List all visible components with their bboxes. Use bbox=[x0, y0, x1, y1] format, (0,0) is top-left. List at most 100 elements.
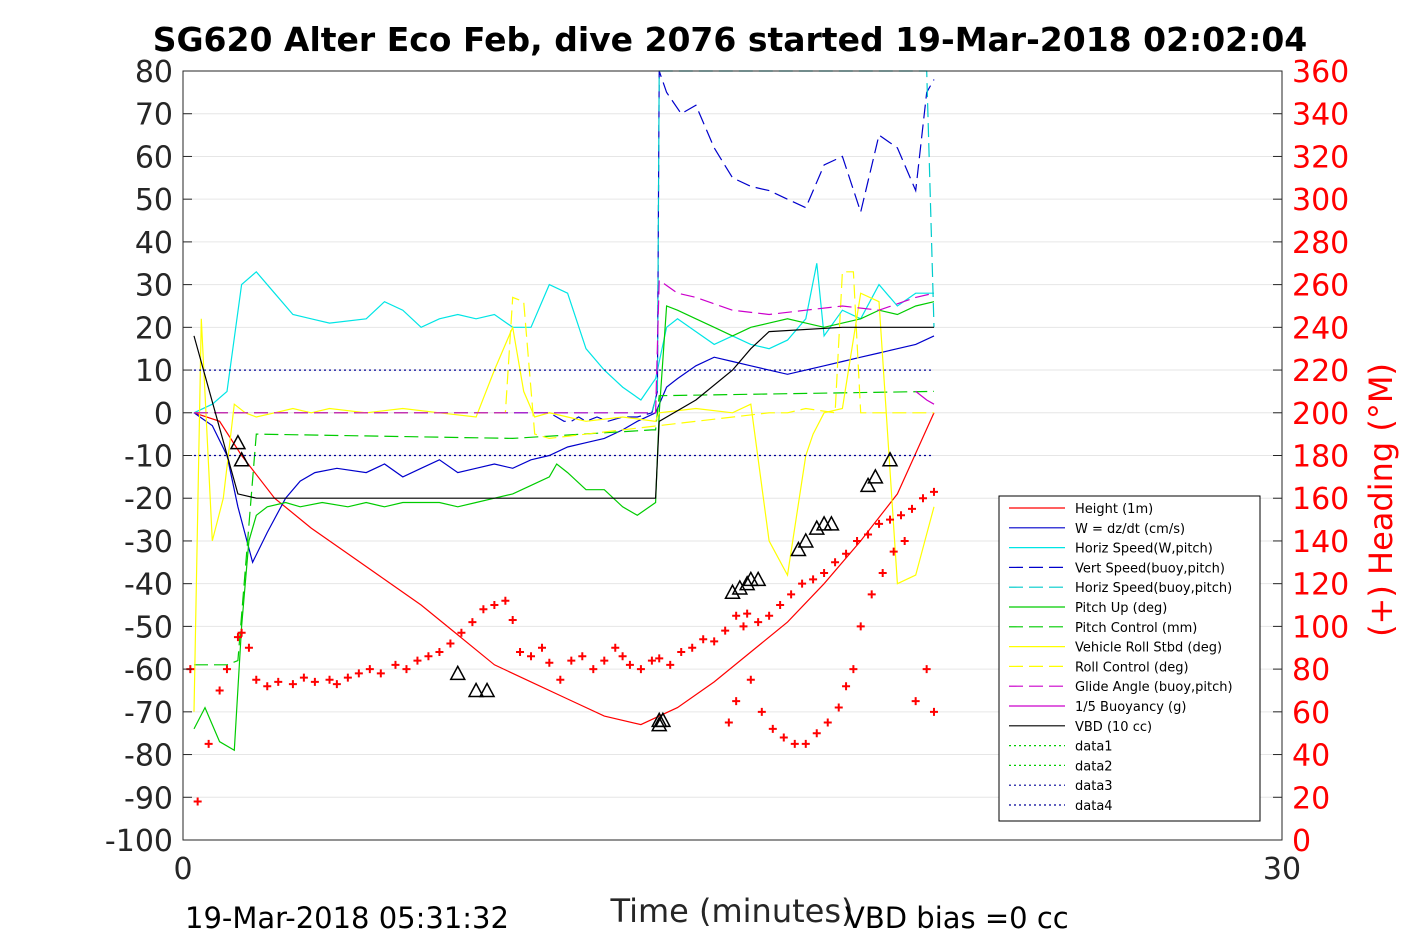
left-tick-label: -30 bbox=[124, 525, 173, 560]
series-line bbox=[194, 390, 935, 666]
heading-point bbox=[864, 530, 873, 539]
heading-point bbox=[922, 665, 931, 674]
left-tick-label: 70 bbox=[135, 98, 173, 133]
heading-point bbox=[490, 601, 499, 610]
heading-point bbox=[413, 656, 422, 665]
heading-point bbox=[365, 665, 374, 674]
left-tick-label: -100 bbox=[105, 824, 173, 859]
heading-point bbox=[600, 656, 609, 665]
event-triangle bbox=[738, 575, 756, 591]
event-triangle bbox=[749, 570, 767, 587]
event-triangle bbox=[467, 681, 485, 698]
left-tick-label: -10 bbox=[124, 440, 173, 475]
heading-point bbox=[721, 626, 730, 635]
heading-point bbox=[875, 519, 884, 528]
heading-point bbox=[798, 579, 807, 588]
triangle-markers bbox=[229, 434, 899, 732]
heading-point bbox=[618, 652, 627, 661]
legend-label: Vert Speed(buoy,pitch) bbox=[1075, 561, 1225, 576]
heading-point bbox=[354, 669, 363, 678]
heading-point bbox=[878, 568, 887, 577]
series-line bbox=[194, 271, 934, 440]
event-triangle bbox=[859, 476, 877, 493]
right-tick-label: 80 bbox=[1292, 653, 1330, 688]
right-tick-label: 240 bbox=[1292, 311, 1349, 346]
heading-point bbox=[501, 596, 510, 605]
heading-point bbox=[391, 660, 400, 669]
event-triangle bbox=[867, 468, 884, 484]
event-triangle bbox=[881, 451, 899, 467]
left-tick-label: 30 bbox=[135, 269, 173, 304]
heading-point bbox=[222, 665, 231, 674]
heading-point bbox=[779, 733, 788, 742]
event-triangle bbox=[478, 681, 496, 698]
legend-label: W = dz/dt (cm/s) bbox=[1075, 522, 1185, 537]
heading-point bbox=[849, 665, 858, 674]
heading-point bbox=[812, 729, 821, 738]
series-line bbox=[915, 390, 935, 405]
legend-label: Glide Angle (buoy,pitch) bbox=[1075, 680, 1233, 695]
heading-point bbox=[724, 718, 733, 727]
heading-point bbox=[567, 656, 576, 665]
event-triangle bbox=[815, 515, 833, 531]
heading-point bbox=[457, 628, 466, 637]
chart-title: SG620 Alter Eco Feb, dive 2076 started 1… bbox=[153, 20, 1308, 59]
heading-point bbox=[732, 697, 741, 706]
heading-point bbox=[402, 665, 411, 674]
heading-point bbox=[332, 680, 341, 689]
heading-point bbox=[611, 643, 620, 652]
legend-label: Pitch Control (mm) bbox=[1075, 621, 1197, 636]
legend-items: Height (1m) W = dz/dt (cm/s) Horiz Speed(W… bbox=[1009, 502, 1233, 814]
heading-point bbox=[215, 686, 224, 695]
heading-point bbox=[908, 504, 917, 513]
legend-label: data4 bbox=[1075, 799, 1113, 814]
event-triangle bbox=[654, 711, 672, 728]
left-tick-label: 20 bbox=[135, 311, 173, 346]
right-tick-label: 300 bbox=[1292, 183, 1349, 218]
heading-point bbox=[263, 682, 272, 691]
right-tick-label: 40 bbox=[1292, 739, 1330, 774]
series-lines bbox=[193, 70, 935, 752]
x-axis-ticks: 0 30 bbox=[173, 831, 1301, 887]
right-tick-label: 100 bbox=[1292, 610, 1349, 645]
event-triangle bbox=[808, 519, 826, 535]
legend-label: Vehicle Roll Stbd (deg) bbox=[1075, 641, 1222, 656]
series-line bbox=[193, 292, 935, 712]
heading-point bbox=[768, 724, 777, 733]
heading-point bbox=[508, 615, 517, 624]
right-tick-label: 180 bbox=[1292, 440, 1349, 475]
heading-point bbox=[757, 707, 766, 716]
left-tick-label: 60 bbox=[135, 140, 173, 175]
legend-label: data2 bbox=[1075, 759, 1113, 774]
series-line bbox=[193, 263, 934, 414]
heading-point bbox=[556, 675, 565, 684]
heading-point bbox=[801, 739, 810, 748]
event-triangle bbox=[823, 515, 840, 531]
heading-point bbox=[739, 622, 748, 631]
right-tick-label: 120 bbox=[1292, 568, 1349, 603]
heading-point bbox=[204, 739, 213, 748]
heading-point bbox=[776, 601, 785, 610]
heading-point bbox=[636, 665, 645, 674]
event-triangle bbox=[229, 434, 247, 450]
left-tick-label: 10 bbox=[135, 354, 173, 389]
heading-point bbox=[746, 675, 755, 684]
right-axis-label: (+) Heading (°M) bbox=[1362, 363, 1400, 637]
heading-point bbox=[710, 637, 719, 646]
heading-point bbox=[688, 643, 697, 652]
heading-point bbox=[765, 611, 774, 620]
right-tick-label: 20 bbox=[1292, 781, 1330, 816]
event-triangle bbox=[650, 716, 668, 732]
series-line bbox=[194, 70, 935, 422]
legend-label: Height (1m) bbox=[1075, 502, 1153, 517]
event-triangle bbox=[233, 451, 250, 467]
heading-point bbox=[435, 648, 444, 657]
heading-point bbox=[677, 648, 686, 657]
heading-point bbox=[867, 590, 876, 599]
left-tick-label: 0 bbox=[154, 397, 173, 432]
left-tick-label: -40 bbox=[124, 568, 173, 603]
heading-point bbox=[538, 643, 547, 652]
heading-point bbox=[831, 558, 840, 567]
event-triangle bbox=[449, 664, 467, 681]
